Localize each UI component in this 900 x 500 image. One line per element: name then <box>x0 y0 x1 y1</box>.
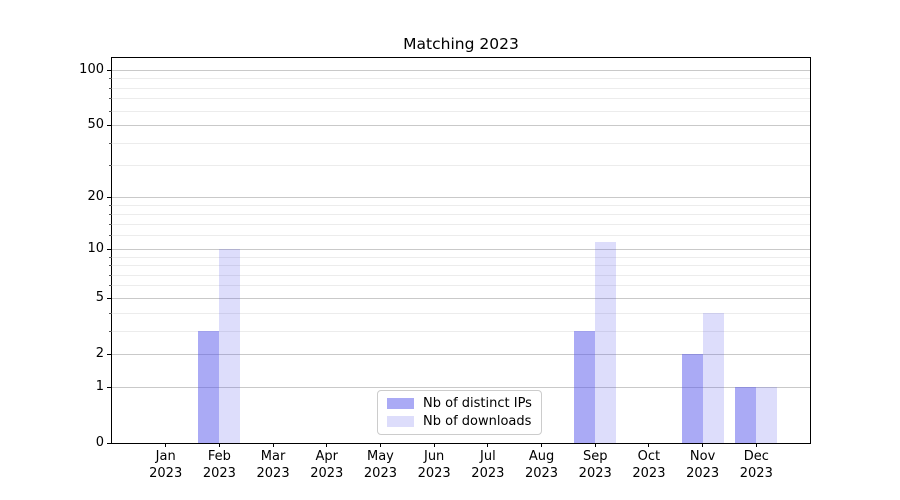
x-tick <box>380 443 381 447</box>
y-minor-tick <box>109 143 112 144</box>
x-tick <box>273 443 274 447</box>
gridline-minor <box>112 331 810 332</box>
x-tick <box>434 443 435 447</box>
chart-title: Matching 2023 <box>403 35 519 53</box>
y-tick-label: 2 <box>95 345 104 361</box>
x-tick-label: Jul 2023 <box>471 449 505 481</box>
gridline-major <box>112 298 810 299</box>
x-tick <box>648 443 649 447</box>
x-tick-label: Dec 2023 <box>739 449 773 481</box>
legend-label-distinct-ips: Nb of distinct IPs <box>423 396 532 411</box>
x-tick <box>326 443 327 447</box>
y-minor-tick <box>109 98 112 99</box>
y-tick <box>107 354 112 355</box>
gridline-major <box>112 249 810 250</box>
bar-downloads <box>595 242 617 443</box>
y-tick-label: 50 <box>87 116 104 132</box>
gridline-minor <box>112 313 810 314</box>
y-minor-tick <box>109 313 112 314</box>
y-minor-tick <box>109 165 112 166</box>
bar-distinct-ips <box>681 354 703 443</box>
x-tick <box>487 443 488 447</box>
bar-distinct-ips <box>574 331 596 443</box>
y-tick-label: 100 <box>79 61 104 77</box>
gridline-minor <box>112 214 810 215</box>
x-tick-label: Aug 2023 <box>524 449 559 481</box>
bar-downloads <box>219 249 241 443</box>
y-tick-label: 5 <box>95 289 104 305</box>
plot-area: Nb of distinct IPs Nb of downloads <box>107 57 811 447</box>
y-tick <box>107 197 112 198</box>
gridline-minor <box>112 224 810 225</box>
x-tick-label: Feb 2023 <box>202 449 236 481</box>
gridline-minor <box>112 275 810 276</box>
x-tick-label: Jun 2023 <box>417 449 451 481</box>
x-tick-label: Apr 2023 <box>310 449 344 481</box>
y-minor-tick <box>109 78 112 79</box>
x-tick-label: Oct 2023 <box>632 449 666 481</box>
gridline-minor <box>112 111 810 112</box>
y-tick-label: 0 <box>95 434 104 450</box>
gridline-major <box>112 70 810 71</box>
y-minor-tick <box>109 257 112 258</box>
y-tick <box>107 387 112 388</box>
bar-downloads <box>702 313 724 443</box>
y-tick <box>107 443 112 444</box>
x-tick-label: Sep 2023 <box>578 449 612 481</box>
y-minor-tick <box>109 285 112 286</box>
y-tick-label: 10 <box>87 240 104 256</box>
y-tick-label: 20 <box>87 188 104 204</box>
legend-label-downloads: Nb of downloads <box>423 414 532 429</box>
y-tick <box>107 70 112 71</box>
x-tick <box>756 443 757 447</box>
legend-swatch-downloads <box>387 416 414 427</box>
gridline-minor <box>112 88 810 89</box>
gridline-minor <box>112 98 810 99</box>
y-minor-tick <box>109 331 112 332</box>
y-minor-tick <box>109 111 112 112</box>
y-minor-tick <box>109 205 112 206</box>
gridline-minor <box>112 285 810 286</box>
x-tick-label: Mar 2023 <box>256 449 290 481</box>
y-tick <box>107 125 112 126</box>
y-minor-tick <box>109 265 112 266</box>
y-minor-tick <box>109 275 112 276</box>
x-tick <box>165 443 166 447</box>
x-tick-label: Nov 2023 <box>686 449 720 481</box>
gridline-minor <box>112 165 810 166</box>
y-tick <box>107 249 112 250</box>
gridline-minor <box>112 78 810 79</box>
x-tick-label: Jan 2023 <box>149 449 183 481</box>
legend-item-downloads: Nb of downloads <box>387 414 532 429</box>
y-tick-label: 1 <box>95 378 104 394</box>
y-minor-tick <box>109 88 112 89</box>
x-tick <box>219 443 220 447</box>
bar-downloads <box>756 387 778 443</box>
y-minor-tick <box>109 235 112 236</box>
x-tick <box>595 443 596 447</box>
gridline-major <box>112 387 810 388</box>
bar-distinct-ips <box>198 331 220 443</box>
x-tick <box>541 443 542 447</box>
gridline-major <box>112 125 810 126</box>
legend-swatch-distinct-ips <box>387 398 414 409</box>
bar-distinct-ips <box>735 387 757 443</box>
gridline-minor <box>112 205 810 206</box>
legend: Nb of distinct IPs Nb of downloads <box>377 390 542 435</box>
gridline-minor <box>112 235 810 236</box>
legend-item-distinct-ips: Nb of distinct IPs <box>387 396 532 411</box>
gridline-minor <box>112 265 810 266</box>
x-tick <box>702 443 703 447</box>
gridline-major <box>112 197 810 198</box>
y-minor-tick <box>109 224 112 225</box>
gridline-major <box>112 354 810 355</box>
y-tick <box>107 298 112 299</box>
x-tick-label: May 2023 <box>363 449 397 481</box>
y-minor-tick <box>109 214 112 215</box>
gridline-minor <box>112 257 810 258</box>
gridline-minor <box>112 143 810 144</box>
